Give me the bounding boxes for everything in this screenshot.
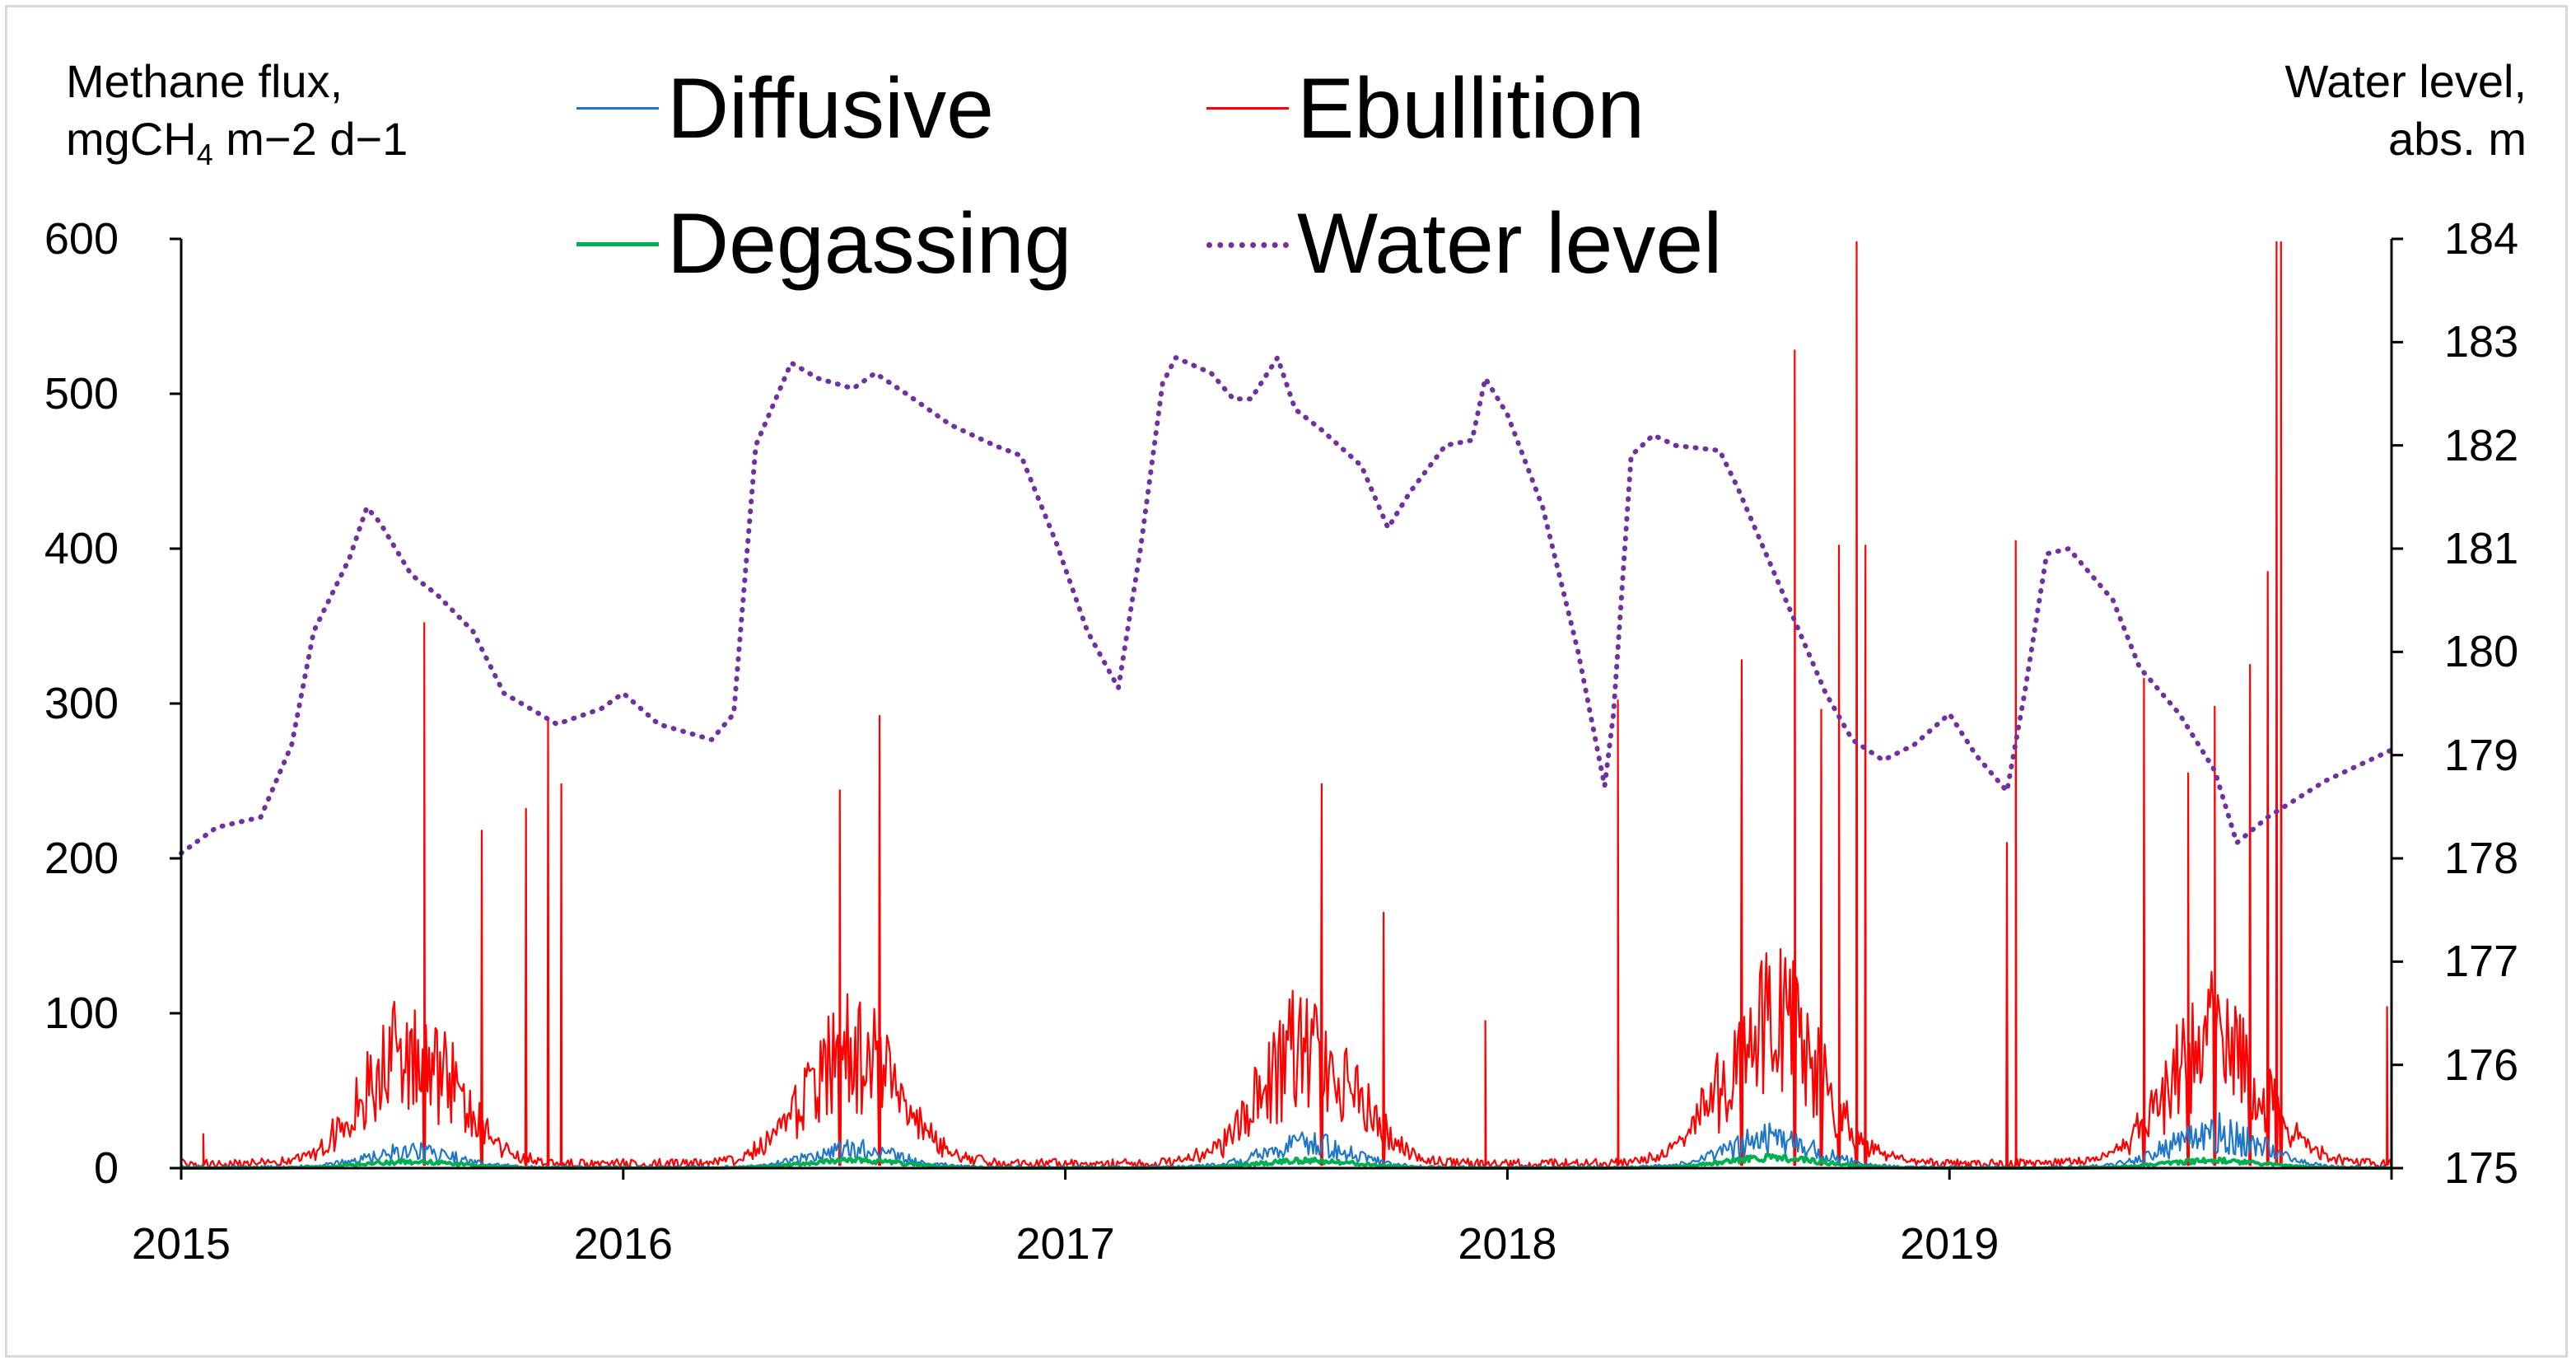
right-axis-title-line1: Water level, [2284, 55, 2527, 107]
x-tick-label: 2019 [1900, 1219, 2000, 1269]
x-tick-label: 2017 [1015, 1219, 1115, 1269]
left-axis-title-prefix: mgCH [66, 113, 197, 165]
left-axis-title-line1: Methane flux, [66, 55, 343, 107]
axes [170, 237, 2403, 1180]
water-level-series [179, 355, 2394, 856]
legend-label-water-level: Water level [1297, 196, 1723, 292]
ebullition-series [180, 241, 2393, 1170]
y2-tick-label: 183 [2444, 317, 2519, 367]
left-axis-title: Methane flux, mgCH4 m−2 d−1 [66, 53, 408, 173]
y2-tick-label: 181 [2444, 524, 2519, 573]
y2-tick-label: 177 [2444, 937, 2519, 987]
ebullition-line [180, 241, 2393, 1170]
legend-swatch-diffusive [576, 107, 659, 110]
legend-swatch-water-level [1206, 242, 1289, 248]
y2-tick-label: 182 [2444, 420, 2519, 470]
y2-tick-label: 179 [2444, 730, 2519, 780]
y-tick-label: 100 [44, 989, 119, 1038]
left-axis-title-subscript: 4 [196, 138, 213, 172]
y-tick-label: 500 [44, 369, 119, 418]
water-level-line [179, 355, 2394, 856]
right-axis-title: Water level, abs. m [2284, 53, 2527, 168]
chart-frame [5, 5, 2568, 1358]
y-tick-label: 400 [44, 524, 119, 573]
x-tick-label: 2016 [573, 1219, 673, 1269]
y2-tick-label: 176 [2444, 1040, 2519, 1090]
legend-label-degassing: Degassing [667, 196, 1072, 292]
y-tick-label: 600 [44, 214, 119, 264]
y-tick-label: 300 [44, 679, 119, 728]
y2-tick-label: 178 [2444, 834, 2519, 883]
legend-swatch-degassing [576, 242, 659, 246]
y-tick-label: 0 [93, 1143, 119, 1193]
y2-tick-label: 184 [2444, 214, 2519, 264]
left-axis-title-units: m−2 d−1 [212, 113, 408, 165]
y-tick-label: 200 [44, 834, 119, 883]
legend-swatch-ebullition [1206, 107, 1289, 110]
y2-tick-label: 175 [2444, 1143, 2519, 1193]
x-tick-label: 2018 [1458, 1219, 1557, 1269]
right-axis-title-line2: abs. m [2387, 113, 2527, 165]
y2-tick-label: 180 [2444, 627, 2519, 677]
legend-label-diffusive: Diffusive [667, 61, 994, 157]
legend-label-ebullition: Ebullition [1297, 61, 1645, 157]
left-axis-title-line2: mgCH4 m−2 d−1 [66, 110, 408, 173]
x-tick-label: 2015 [131, 1219, 231, 1269]
